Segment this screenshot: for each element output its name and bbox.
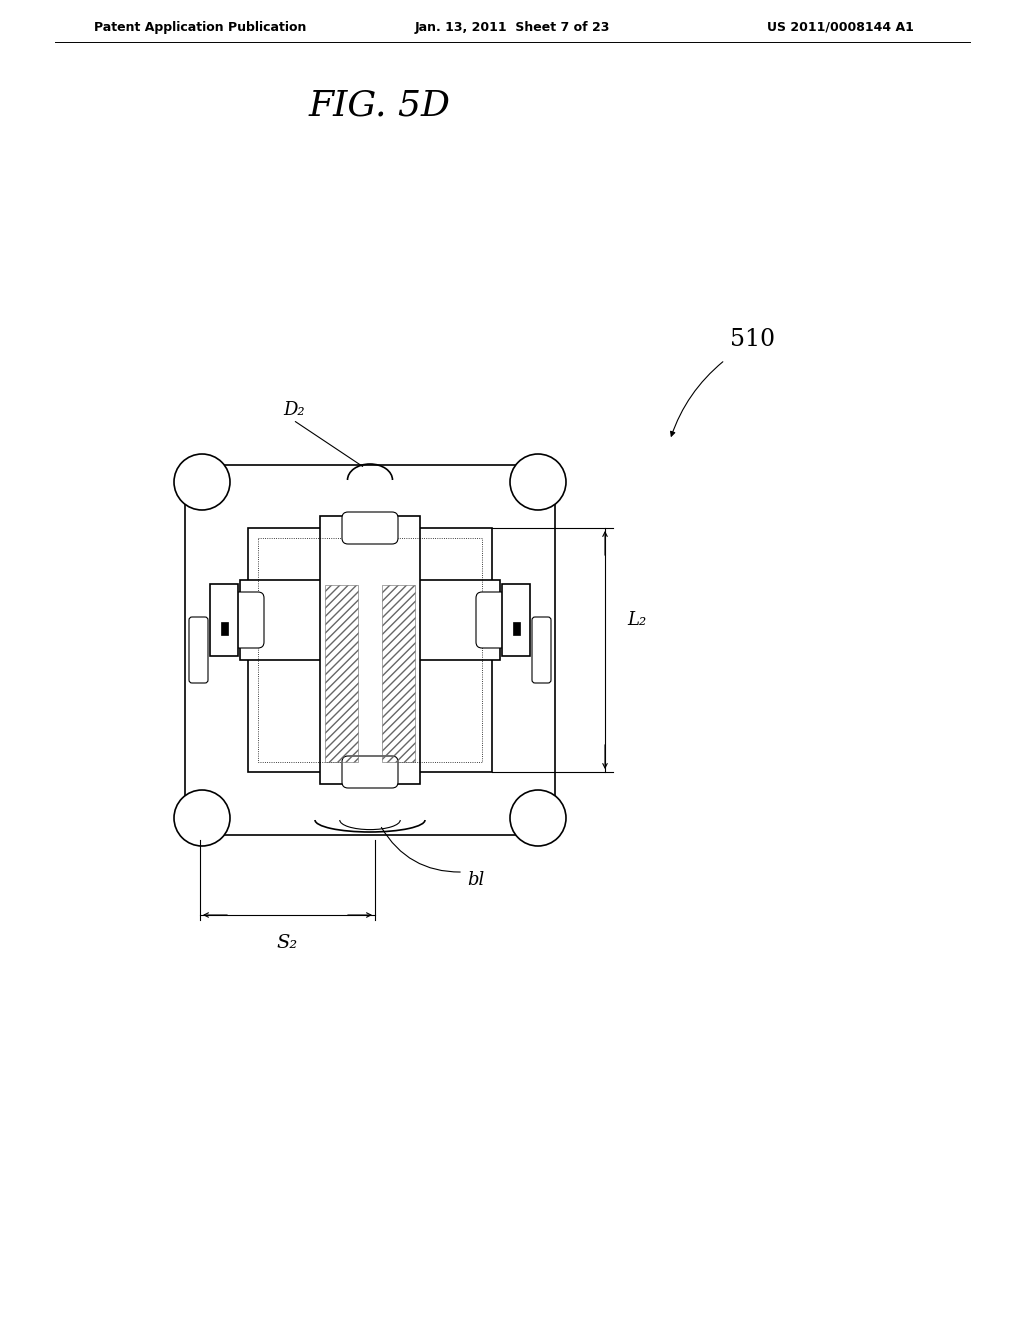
FancyArrowPatch shape: [671, 362, 723, 436]
Text: L₂: L₂: [627, 611, 646, 630]
Text: bl: bl: [467, 871, 484, 888]
Bar: [382, 585, 415, 762]
Bar: [220, 623, 227, 635]
Text: FIG. 5D: FIG. 5D: [309, 88, 451, 121]
FancyBboxPatch shape: [476, 591, 508, 648]
Circle shape: [510, 454, 566, 510]
FancyBboxPatch shape: [185, 465, 555, 836]
Circle shape: [174, 789, 230, 846]
Bar: [319, 516, 420, 784]
FancyBboxPatch shape: [232, 591, 264, 648]
FancyBboxPatch shape: [342, 512, 398, 544]
Text: Jan. 13, 2011  Sheet 7 of 23: Jan. 13, 2011 Sheet 7 of 23: [415, 21, 609, 33]
FancyBboxPatch shape: [342, 756, 398, 788]
Bar: [512, 623, 519, 635]
Circle shape: [174, 454, 230, 510]
Circle shape: [510, 789, 566, 846]
Text: US 2011/0008144 A1: US 2011/0008144 A1: [767, 21, 913, 33]
Text: 510: 510: [730, 329, 775, 351]
FancyArrowPatch shape: [381, 828, 460, 873]
Bar: [210, 583, 238, 656]
Text: Patent Application Publication: Patent Application Publication: [94, 21, 306, 33]
Bar: [240, 579, 500, 660]
Bar: [325, 585, 358, 762]
Bar: [502, 583, 530, 656]
Bar: [248, 528, 492, 772]
Text: S₂: S₂: [276, 935, 298, 952]
FancyBboxPatch shape: [189, 616, 208, 682]
Text: D₂: D₂: [283, 401, 304, 418]
FancyBboxPatch shape: [532, 616, 551, 682]
